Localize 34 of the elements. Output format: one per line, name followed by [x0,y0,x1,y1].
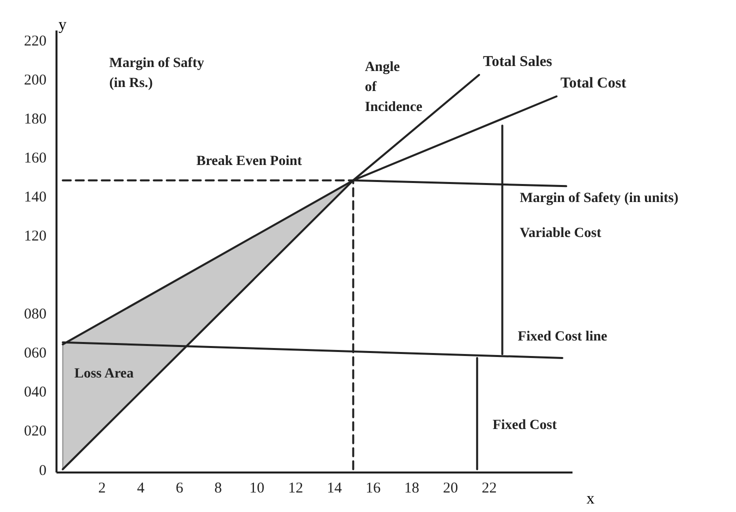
x-tick-label: 4 [136,480,145,496]
annotation: Break Even Point [196,154,302,169]
y-tick-label: 220 [24,33,46,50]
series-label: Total Cost [560,75,626,92]
x-tick-label: 12 [288,480,304,496]
x-tick-label: 16 [366,480,382,496]
annotation: Margin of Safety (in units) [520,190,679,206]
annotation: Margin of Safty (in Rs.) [109,56,204,92]
y-tick-label: 160 [24,150,46,166]
series-label: Total Sales [483,54,552,70]
y-tick-label: 080 [24,306,46,323]
y-axis-title: y [58,16,66,34]
y-tick-label: 0 [39,462,46,479]
annotation: Variable Cost [520,226,602,242]
y-tick-label: 120 [24,228,46,244]
x-tick-label: 6 [176,480,184,496]
x-tick-label: 2 [98,480,106,496]
annotation: Fixed Cost [492,418,558,434]
x-tick-label: 22 [482,480,497,496]
y-tick-label: 040 [24,384,46,401]
y-tick-label: 060 [24,346,46,362]
x-tick-label: 20 [443,480,458,496]
y-tick-label: 200 [24,72,46,88]
x-tick-label: 10 [249,480,264,496]
y-tick-label: 180 [24,111,46,128]
annotation: Fixed Cost line [518,330,608,345]
annotation: Angle of Incidence [364,60,422,116]
y-tick-label: 140 [24,189,46,206]
x-tick-label: 18 [404,480,420,496]
x-tick-label: 14 [326,480,342,496]
x-tick-label: 8 [214,480,222,496]
x-axis-title: x [586,490,594,508]
y-tick-label: 020 [24,424,46,440]
annotation: Loss Area [74,366,134,382]
